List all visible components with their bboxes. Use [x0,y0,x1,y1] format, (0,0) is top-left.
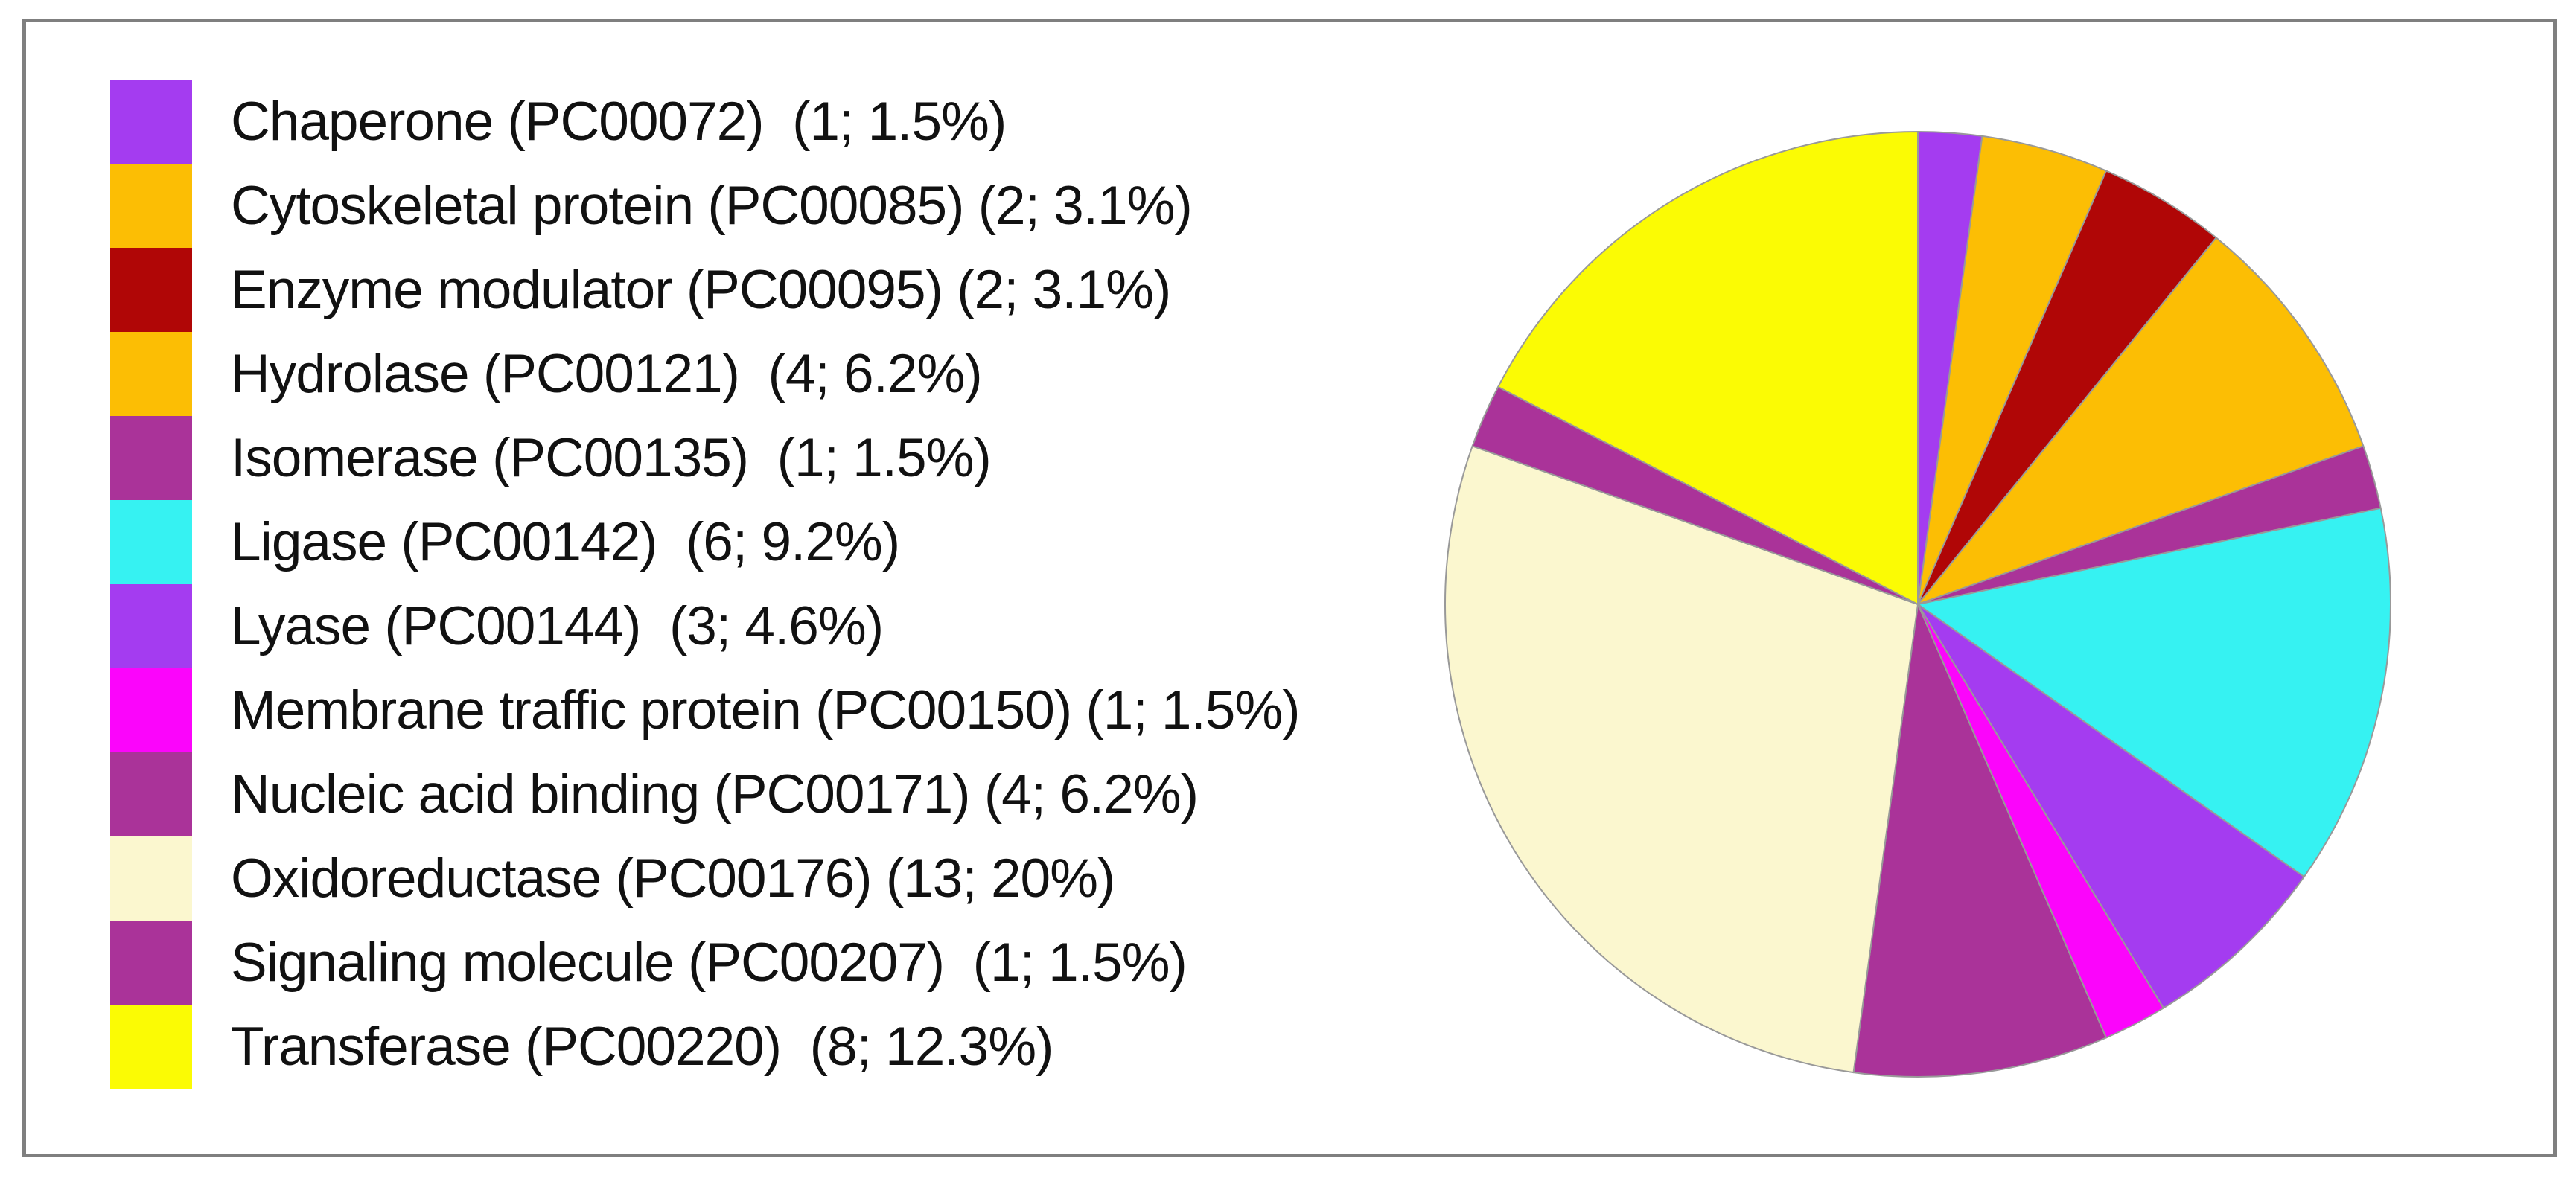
legend-item: Oxidoreductase (PC00176) (13; 20%) [110,836,1300,921]
figure-frame: Chaperone (PC00072) (1; 1.5%) Cytoskeleta… [22,19,2557,1157]
pie-slice [1917,237,2365,605]
pie-slice [1917,135,2107,605]
legend: Chaperone (PC00072) (1; 1.5%) Cytoskeleta… [110,80,1301,1089]
legend-item-label: Membrane traffic protein (PC00150) (1; 1… [231,680,1301,740]
legend-item-label: Enzyme modulator (PC00095) (2; 3.1%) [231,260,1171,320]
legend-item-label: Lyase (PC00144) (3; 4.6%) [231,596,884,656]
pie-slice [1917,507,2391,878]
legend-color-swatch [110,584,192,668]
pie-slice [1852,604,2107,1078]
legend-color-swatch [110,500,192,584]
legend-item: Cytoskeletal protein (PC00085) (2; 3.1%) [110,164,1300,248]
legend-item-label: Hydrolase (PC00121) (4; 6.2%) [231,344,983,404]
legend-color-swatch [110,332,192,416]
legend-item: Hydrolase (PC00121) (4; 6.2%) [110,332,1300,416]
pie-slice [1497,131,1919,605]
legend-item: Ligase (PC00142) (6; 9.2%) [110,500,1300,584]
legend-color-swatch [110,836,192,921]
legend-color-swatch [110,1005,192,1089]
legend-color-swatch [110,248,192,332]
legend-item-label: Oxidoreductase (PC00176) (13; 20%) [231,848,1115,909]
legend-color-swatch [110,668,192,752]
pie-slice [1917,604,2305,1009]
pie-slice [1917,170,2217,605]
legend-item-label: Chaperone (PC00072) (1; 1.5%) [231,92,1007,152]
legend-item-label: Transferase (PC00220) (8; 12.3%) [231,1017,1053,1077]
legend-color-swatch [110,416,192,500]
legend-item: Nucleic acid binding (PC00171) (4; 6.2%) [110,752,1300,836]
legend-item: Transferase (PC00220) (8; 12.3%) [110,1005,1300,1089]
legend-color-swatch [110,164,192,248]
legend-item: Membrane traffic protein (PC00150) (1; 1… [110,668,1301,752]
legend-item: Isomerase (PC00135) (1; 1.5%) [110,416,1300,500]
legend-item-label: Nucleic acid binding (PC00171) (4; 6.2%) [231,764,1199,825]
legend-item-label: Ligase (PC00142) (6; 9.2%) [231,512,900,572]
pie-chart [1426,113,2409,1095]
legend-item: Chaperone (PC00072) (1; 1.5%) [110,80,1300,164]
legend-color-swatch [110,80,192,164]
legend-color-swatch [110,921,192,1005]
legend-item-label: Isomerase (PC00135) (1; 1.5%) [231,428,992,488]
legend-item-label: Signaling molecule (PC00207) (1; 1.5%) [231,932,1187,993]
legend-color-swatch [110,752,192,836]
legend-item: Signaling molecule (PC00207) (1; 1.5%) [110,921,1300,1005]
legend-item: Lyase (PC00144) (3; 4.6%) [110,584,1300,668]
legend-item-label: Cytoskeletal protein (PC00085) (2; 3.1%) [231,176,1193,236]
pie-slice [1444,445,1919,1074]
legend-item: Enzyme modulator (PC00095) (2; 3.1%) [110,248,1300,332]
pie-chart-svg [1444,131,2391,1078]
